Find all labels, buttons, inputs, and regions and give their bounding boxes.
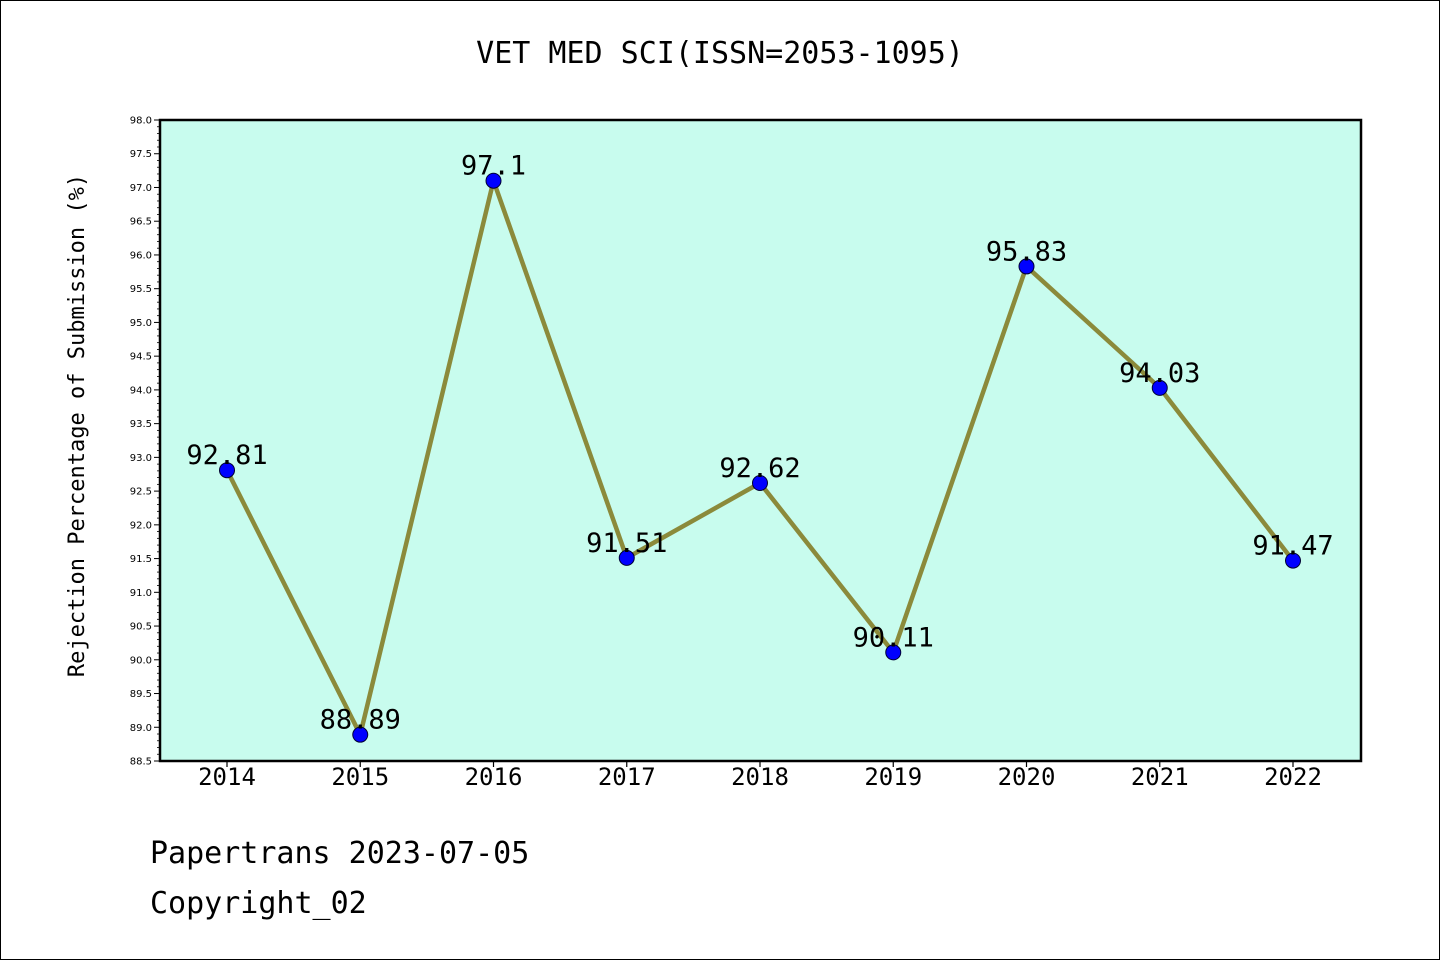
y-tick-label: 88.5 bbox=[130, 757, 152, 768]
y-axis-ticks: 88.5 89.0 89.5 90.0 90.5 91.0 91.5 92.0 92.5 93.0… bbox=[130, 116, 160, 768]
y-tick-label: 92.5 bbox=[130, 487, 152, 498]
x-axis-ticks: 2014 2015 2016 2017 2018 2019 2020 2021 2022 bbox=[198, 761, 1322, 791]
y-tick-label: 89.0 bbox=[130, 723, 152, 734]
y-tick-label: 91.0 bbox=[130, 588, 152, 599]
x-tick-label: 2018 bbox=[731, 763, 789, 791]
y-tick-label: 96.0 bbox=[130, 250, 152, 261]
data-label: 91.47 bbox=[1252, 531, 1333, 562]
data-label: 91.51 bbox=[586, 528, 667, 559]
chart-title: VET MED SCI(ISSN=2053-1095) bbox=[476, 36, 964, 71]
data-label: 92.62 bbox=[719, 453, 800, 484]
data-point bbox=[752, 475, 768, 492]
x-tick-label: 2016 bbox=[465, 763, 523, 791]
x-tick-label: 2017 bbox=[598, 763, 656, 791]
y-tick-label: 95.0 bbox=[130, 318, 152, 329]
data-label: 95.83 bbox=[986, 236, 1067, 267]
data-label: 94.03 bbox=[1119, 358, 1200, 389]
y-tick-label: 98.0 bbox=[130, 116, 152, 127]
y-tick-label: 97.0 bbox=[130, 183, 152, 194]
markers-group bbox=[219, 172, 1301, 743]
data-point bbox=[1285, 552, 1301, 569]
footer-copyright: Copyright_02 bbox=[150, 886, 367, 921]
data-labels-group: 92.81 88.89 97.1 91.51 92.62 90.11 95.83 94.03 9… bbox=[186, 151, 1333, 736]
x-tick-label: 2021 bbox=[1131, 763, 1189, 791]
y-tick-label: 93.5 bbox=[130, 419, 152, 430]
data-point bbox=[485, 172, 502, 189]
y-tick-label: 90.0 bbox=[130, 655, 152, 666]
y-tick-label: 90.5 bbox=[130, 622, 152, 633]
data-point bbox=[219, 462, 235, 479]
data-point bbox=[352, 726, 369, 743]
data-point bbox=[1151, 379, 1168, 396]
data-label: 92.81 bbox=[186, 440, 267, 471]
y-tick-label: 94.5 bbox=[130, 352, 152, 363]
data-label: 88.89 bbox=[320, 705, 401, 736]
y-tick-label: 97.5 bbox=[130, 149, 152, 160]
y-tick-label: 96.5 bbox=[130, 217, 152, 228]
y-tick-label: 92.0 bbox=[130, 520, 152, 531]
x-tick-label: 2015 bbox=[331, 763, 389, 791]
plot-area bbox=[160, 120, 1361, 761]
data-point bbox=[885, 644, 902, 661]
x-tick-label: 2019 bbox=[864, 763, 922, 791]
y-tick-label: 91.5 bbox=[130, 554, 152, 565]
y-tick-label: 89.5 bbox=[130, 689, 152, 700]
x-tick-label: 2020 bbox=[998, 763, 1056, 791]
x-tick-label: 2014 bbox=[198, 763, 256, 791]
x-tick-label: 2022 bbox=[1264, 763, 1322, 791]
y-axis-label: Rejection Percentage of Submission (%) bbox=[65, 174, 90, 677]
data-label: 90.11 bbox=[853, 622, 934, 653]
data-point bbox=[618, 549, 635, 566]
y-tick-label: 95.5 bbox=[130, 284, 152, 295]
y-tick-label: 94.0 bbox=[130, 385, 152, 396]
data-label: 97.1 bbox=[461, 151, 526, 182]
data-point bbox=[1018, 258, 1035, 275]
y-tick-label: 93.0 bbox=[130, 453, 152, 464]
plot-border bbox=[158, 118, 1363, 763]
footer-source: Papertrans 2023-07-05 bbox=[150, 836, 530, 871]
